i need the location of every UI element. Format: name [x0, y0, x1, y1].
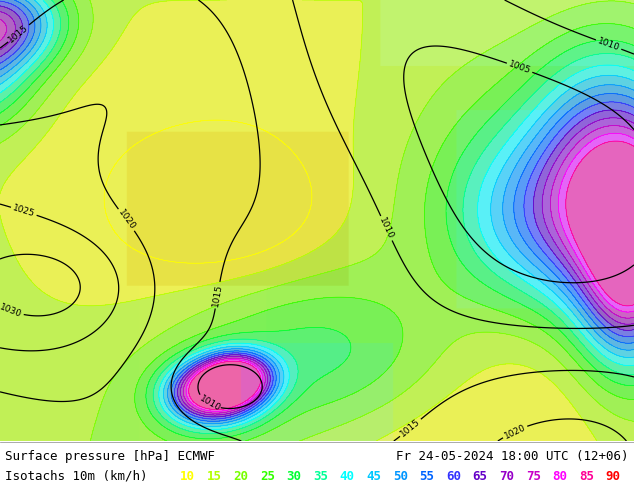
Text: 30: 30 [287, 469, 302, 483]
Text: 50: 50 [393, 469, 408, 483]
Text: 20: 20 [233, 469, 249, 483]
Text: 55: 55 [420, 469, 434, 483]
Text: 10: 10 [180, 469, 195, 483]
Text: 85: 85 [579, 469, 594, 483]
Text: 1015: 1015 [399, 417, 422, 439]
Text: 90: 90 [605, 469, 621, 483]
Text: 65: 65 [472, 469, 488, 483]
Text: 1030: 1030 [0, 302, 23, 319]
Text: 1020: 1020 [116, 208, 137, 232]
Text: 1015: 1015 [211, 283, 224, 307]
Text: 80: 80 [552, 469, 567, 483]
Text: Isotachs 10m (km/h): Isotachs 10m (km/h) [5, 469, 155, 483]
Text: 60: 60 [446, 469, 461, 483]
Text: 75: 75 [526, 469, 541, 483]
Text: 1010: 1010 [596, 36, 621, 53]
Text: 40: 40 [340, 469, 354, 483]
Text: 1010: 1010 [377, 216, 396, 241]
Text: 15: 15 [207, 469, 222, 483]
Text: 45: 45 [366, 469, 381, 483]
Text: 70: 70 [499, 469, 514, 483]
Text: Fr 24-05-2024 18:00 UTC (12+06): Fr 24-05-2024 18:00 UTC (12+06) [396, 450, 629, 463]
Text: Surface pressure [hPa] ECMWF: Surface pressure [hPa] ECMWF [5, 450, 215, 463]
Text: 35: 35 [313, 469, 328, 483]
Text: 1020: 1020 [503, 422, 527, 441]
Text: 1010: 1010 [198, 394, 222, 414]
Text: 1015: 1015 [7, 23, 30, 44]
Text: 1005: 1005 [507, 60, 532, 76]
Text: 1025: 1025 [11, 203, 36, 219]
Text: 25: 25 [260, 469, 275, 483]
